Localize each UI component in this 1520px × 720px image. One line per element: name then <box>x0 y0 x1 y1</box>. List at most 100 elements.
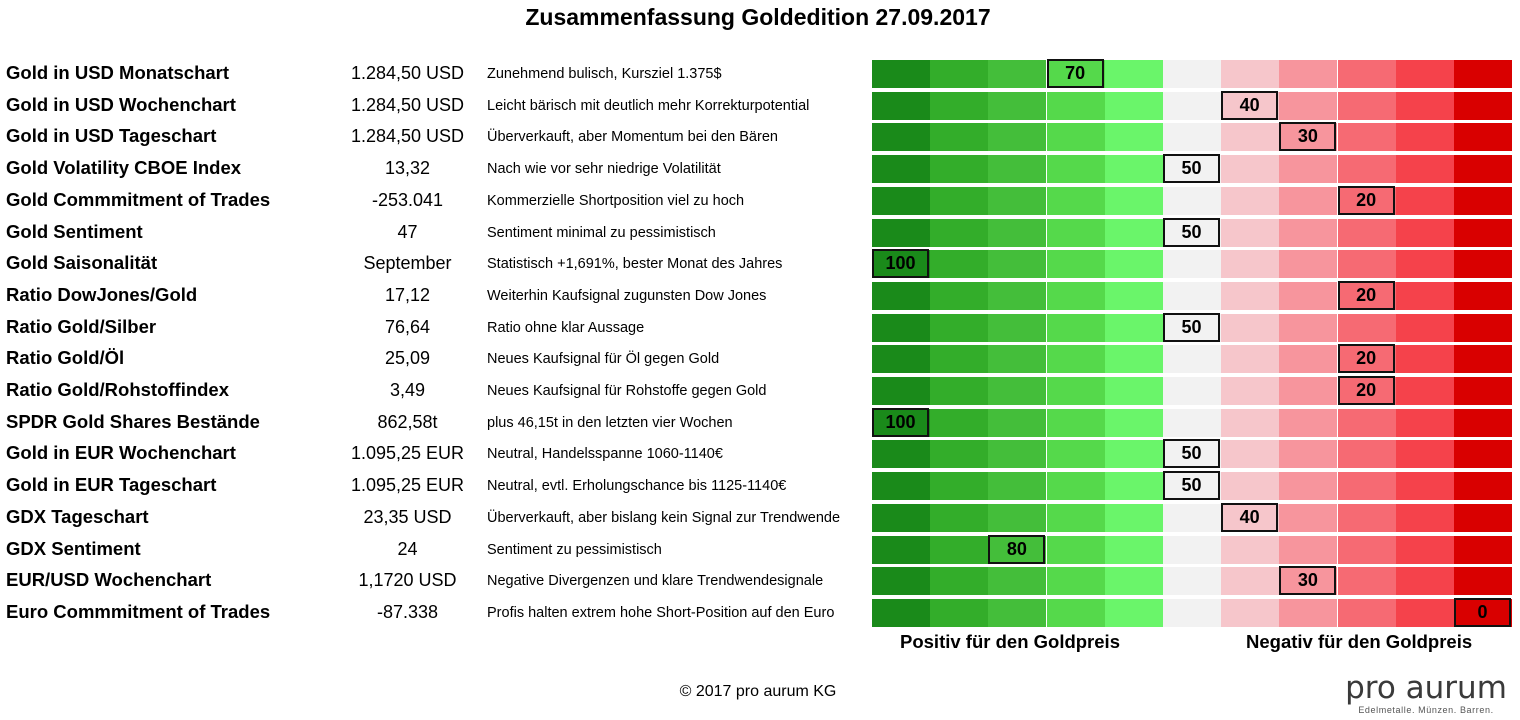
score-marker: 80 <box>988 534 1046 564</box>
scale-cell <box>1104 503 1163 532</box>
scale-cell <box>930 60 989 88</box>
scale-cell <box>1104 123 1163 152</box>
scale-cell <box>1454 281 1512 310</box>
indicator-comment: Kommerzielle Shortposition viel zu hoch <box>487 192 745 209</box>
indicator-label: Gold Sentiment <box>6 220 143 242</box>
score-marker: 40 <box>1221 502 1279 532</box>
scale-cell <box>1046 408 1105 437</box>
scale-cell <box>1221 123 1280 152</box>
rating-scale: 20 <box>872 280 1516 310</box>
indicator-comment: Neutral, Handelsspanne 1060-1140€ <box>487 446 723 463</box>
scale-cell <box>1104 155 1163 184</box>
score-marker: 20 <box>1337 376 1395 405</box>
scale-cell <box>1454 250 1512 279</box>
scale-cell <box>1279 155 1338 184</box>
scale-cell <box>1104 598 1163 627</box>
scale-cell <box>930 535 989 564</box>
indicator-value: September <box>363 253 452 274</box>
logo-tagline: Edelmetalle. Münzen. Barren. <box>1358 705 1494 715</box>
scale-cell <box>1454 345 1512 374</box>
scale-cell <box>1395 155 1454 184</box>
score-marker: 20 <box>1337 185 1395 215</box>
scale-cell <box>1104 535 1163 564</box>
scale-cell <box>1454 313 1512 342</box>
scale-cell <box>1395 440 1454 469</box>
indicator-value: 862,58t <box>377 411 438 432</box>
score-marker: 50 <box>1163 154 1220 184</box>
score-marker: 30 <box>1279 566 1337 596</box>
scale-cell <box>1337 155 1396 184</box>
indicator-value: 76,64 <box>384 316 431 337</box>
scale-cell <box>1337 250 1396 279</box>
table-row: Ratio DowJones/Gold 17,12 Weiterhin Kaufsi… <box>0 280 1520 310</box>
table-row: Ratio Gold/Rohstoffindex 3,49 Neues Kaufsi… <box>0 375 1520 405</box>
indicator-comment: Neutral, evtl. Erholungschance bis 1125-… <box>487 478 787 495</box>
indicator-value: 23,35 USD <box>363 506 452 527</box>
scale-cell <box>1454 472 1512 501</box>
indicator-label: GDX Tageschart <box>6 505 149 527</box>
score-marker: 50 <box>1163 439 1220 469</box>
scale-cell <box>1337 123 1396 152</box>
scale-cell <box>1454 186 1512 215</box>
scale-cell <box>1046 250 1105 279</box>
scale-cell <box>1454 155 1512 184</box>
indicator-comment: Leicht bärisch mit deutlich mehr Korrekt… <box>487 97 810 114</box>
scale-cell <box>872 535 930 564</box>
table-row: Gold in USD Tageschart 1.284,50 USD Überve… <box>0 121 1520 152</box>
scale-cell <box>1279 535 1338 564</box>
scale-cell <box>1046 345 1105 374</box>
indicator-label: SPDR Gold Shares Bestände <box>6 410 260 432</box>
rating-scale: 30 <box>872 122 1516 152</box>
indicator-value: -87.338 <box>376 601 439 622</box>
scale-cell <box>1337 598 1396 627</box>
score-marker: 100 <box>872 407 929 437</box>
copyright-notice: © 2017 pro aurum KG <box>679 683 837 700</box>
scale-cell <box>1221 535 1280 564</box>
scale-cell <box>930 345 989 374</box>
scale-cell <box>1337 503 1396 532</box>
indicator-comment: Überverkauft, aber bislang kein Signal z… <box>487 509 841 526</box>
scale-cell <box>1046 155 1105 184</box>
indicator-comment: Zunehmend bulisch, Kursziel 1.375$ <box>487 66 722 82</box>
scale-cell <box>988 377 1047 405</box>
scale-cell <box>1104 218 1163 247</box>
table-row: Gold Commmitment of Trades -253.041 Kommer… <box>0 185 1520 215</box>
scale-cell <box>872 598 930 627</box>
score-marker: 30 <box>1279 122 1337 152</box>
rating-scale: 0 <box>872 597 1516 627</box>
indicator-label: Ratio Gold/Öl <box>6 347 125 369</box>
scale-cell <box>1221 440 1280 469</box>
table-row: Gold Volatility CBOE Index 13,32 Nach wie … <box>0 153 1520 184</box>
table-row: SPDR Gold Shares Bestände 862,58t plus 46,… <box>0 407 1520 437</box>
scale-cell <box>1395 186 1454 215</box>
indicator-label: Ratio Gold/Silber <box>6 315 157 337</box>
rating-scale: 100 <box>872 407 1516 437</box>
rating-scale: 40 <box>872 90 1516 120</box>
scale-cell <box>1163 91 1221 120</box>
score-marker: 0 <box>1454 597 1511 627</box>
score-marker: 50 <box>1163 217 1220 247</box>
scale-cell <box>1163 281 1221 310</box>
indicator-value: 13,32 <box>384 158 431 179</box>
score-marker: 100 <box>872 249 929 279</box>
scale-cell <box>988 123 1047 152</box>
indicator-label: EUR/USD Wochenchart <box>6 569 212 591</box>
scale-cell <box>1337 218 1396 247</box>
scale-cell <box>1104 281 1163 310</box>
scale-cell <box>1395 250 1454 279</box>
indicator-value: 3,49 <box>389 380 426 400</box>
score-marker: 70 <box>1046 59 1104 88</box>
scale-cell <box>1163 186 1221 215</box>
score-marker: 50 <box>1163 312 1220 342</box>
rating-scale: 50 <box>872 217 1516 247</box>
scale-cell <box>1221 250 1280 279</box>
scale-cell <box>1046 377 1105 405</box>
scale-cell <box>1104 250 1163 279</box>
indicator-label: Ratio DowJones/Gold <box>6 283 198 305</box>
scale-cell <box>1279 503 1338 532</box>
scale-cell <box>1337 60 1396 88</box>
scale-cell <box>930 567 989 596</box>
scale-cell <box>1337 408 1396 437</box>
scale-cell <box>988 250 1047 279</box>
rating-scale: 40 <box>872 502 1516 532</box>
